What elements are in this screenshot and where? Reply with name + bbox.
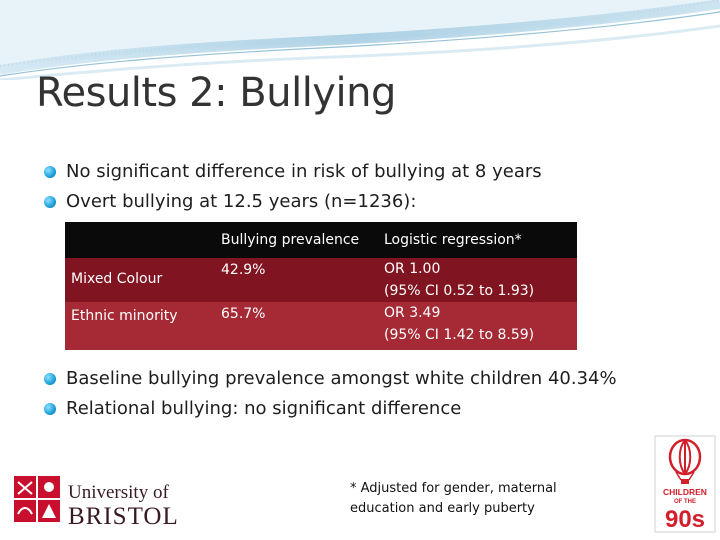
children-of-the-90s-logo: CHILDREN OF THE 90s [654,435,716,533]
bullet-dot-icon [44,373,56,385]
bullet-text: No significant difference in risk of bul… [66,161,542,182]
university-of-bristol-logo: University of BRISTOL [14,476,179,528]
bullet-item: Relational bullying: no significant diff… [44,394,704,424]
bristol-logo-line1: University of [68,482,169,503]
footnote: * Adjusted for gender, maternal educatio… [350,479,610,519]
table-row-prevalence: 42.9% [221,262,266,278]
table-header-empty [65,222,221,258]
c90-logo-line2: OF THE [674,499,696,505]
top-bullet-list: No significant difference in risk of bul… [44,157,704,217]
footnote-line: education and early puberty [350,501,535,516]
bullet-dot-icon [44,196,56,208]
header-wave-decoration [0,0,720,80]
slide-title: Results 2: Bullying [36,70,396,116]
footnote-line: * Adjusted for gender, maternal [350,481,557,496]
bullet-text: Baseline bullying prevalence amongst whi… [66,368,617,389]
bullet-text: Relational bullying: no significant diff… [66,398,462,419]
table-row: Mixed Colour 42.9% OR 1.00 (95% CI 0.52 … [65,258,577,302]
bullet-dot-icon [44,166,56,178]
c90-logo-line3: 90s [665,506,705,533]
bullet-item: Overt bullying at 12.5 years (n=1236): [44,187,704,217]
table-row-ci: (95% CI 0.52 to 1.93) [384,283,535,299]
bristol-crest-icon [14,476,60,522]
bottom-bullet-list: Baseline bullying prevalence amongst whi… [44,364,704,424]
bullet-item: Baseline bullying prevalence amongst whi… [44,364,704,394]
hot-air-balloon-icon [668,438,702,484]
table-header-regression: Logistic regression* [384,222,577,258]
table-row-or: OR 1.00 [384,261,441,277]
table-row-group: Ethnic minority [71,308,178,324]
table-row-group: Mixed Colour [71,271,163,287]
results-table: Bullying prevalence Logistic regression*… [65,222,577,350]
table-row-or: OR 3.49 [384,305,441,321]
bullet-dot-icon [44,403,56,415]
table-header-row: Bullying prevalence Logistic regression* [65,222,577,258]
table-row-ci: (95% CI 1.42 to 8.59) [384,327,535,343]
bullet-item: No significant difference in risk of bul… [44,157,704,187]
table-row: Ethnic minority 65.7% OR 3.49 (95% CI 1.… [65,302,577,350]
table-row-prevalence: 65.7% [221,306,266,322]
c90-logo-line1: CHILDREN [663,487,707,497]
bullet-text: Overt bullying at 12.5 years (n=1236): [66,191,417,212]
table-header-prevalence: Bullying prevalence [221,222,384,258]
bristol-logo-line2: BRISTOL [68,503,179,528]
